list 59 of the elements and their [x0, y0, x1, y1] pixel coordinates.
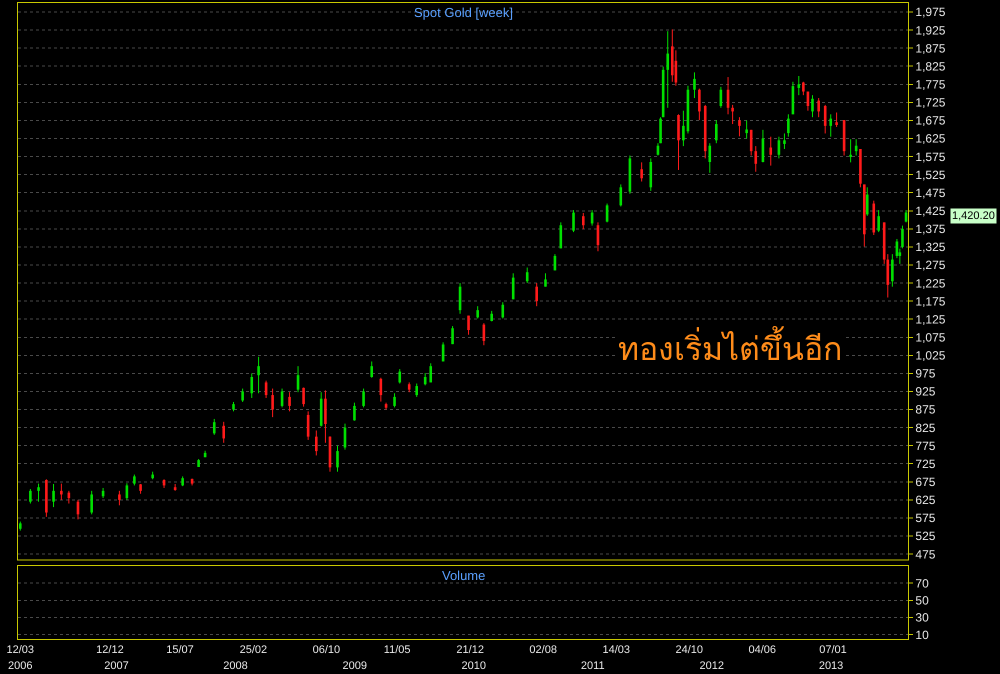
y-tick-label: 1,575 — [915, 150, 946, 164]
y-tick-label: 1,525 — [915, 168, 946, 182]
x2-tick-label: 2010 — [462, 660, 486, 672]
y-tick-label: 475 — [915, 547, 936, 562]
y-tick-label: 1,375 — [915, 222, 946, 236]
x-tick-label: 15/07 — [166, 644, 194, 656]
x-tick-label: 02/08 — [529, 644, 557, 656]
y-tick-label: 525 — [915, 529, 936, 544]
x2-tick-label: 2007 — [104, 660, 129, 672]
x2-tick-label: 2008 — [223, 660, 248, 672]
y-tick-label: 1,975 — [915, 5, 946, 20]
x-tick-label: 11/05 — [384, 644, 411, 656]
y-tick-label: 10 — [915, 628, 930, 642]
y-tick-label: 775 — [915, 438, 936, 453]
text: 1,420.20 — [952, 210, 995, 222]
y-tick-label: 1,825 — [915, 59, 946, 74]
y-tick-label: 925 — [915, 384, 936, 399]
x-tick-label: 25/02 — [240, 644, 268, 656]
y-tick-label: 825 — [915, 420, 936, 435]
y-tick-label: 1,475 — [915, 186, 946, 200]
y-tick-label: 1,175 — [915, 294, 946, 308]
x2-tick-label: 2009 — [342, 660, 368, 672]
chart-title: Spot Gold [week] — [414, 5, 513, 20]
y-tick-label: 1,425 — [915, 204, 946, 218]
y-tick-label: 70 — [915, 576, 930, 590]
x-tick-label: 04/06 — [748, 644, 776, 656]
y-tick-label: 1,225 — [915, 276, 946, 290]
x2-tick-label: 2006 — [8, 660, 33, 672]
x2-tick-label: 2011 — [580, 660, 605, 672]
annotation: ทองเริ่มไต่ขึ้นอีก — [618, 326, 842, 367]
y-tick-label: 1,675 — [915, 114, 946, 128]
y-tick-label: 725 — [915, 456, 936, 471]
y-tick-label: 1,325 — [915, 240, 946, 254]
y-tick-label: 1,875 — [915, 41, 946, 56]
x-tick-label: 12/03 — [6, 644, 34, 656]
x-tick-label: 12/12 — [96, 644, 124, 656]
y-tick-label: 1,925 — [915, 23, 946, 38]
y-tick-label: 1,625 — [915, 132, 946, 146]
y-tick-label: 1,725 — [915, 96, 946, 110]
y-tick-label: 875 — [915, 402, 936, 417]
y-tick-label: 1,075 — [915, 330, 946, 344]
y-tick-label: 1,775 — [915, 78, 946, 92]
y-tick-label: 1,275 — [915, 258, 946, 272]
x-tick-label: 14/03 — [602, 644, 630, 656]
y-tick-label: 50 — [915, 593, 930, 608]
x2-tick-label: 2012 — [700, 660, 724, 672]
y-tick-label: 575 — [915, 511, 936, 526]
x2-tick-label: 2013 — [818, 660, 844, 672]
x-tick-label: 21/12 — [456, 644, 484, 656]
x-tick-label: 24/10 — [675, 644, 704, 656]
y-tick-label: 1,125 — [915, 312, 946, 326]
y-tick-label: 30 — [915, 610, 930, 625]
y-tick-label: 625 — [915, 493, 936, 508]
chart-title: Volume — [442, 568, 486, 583]
x-tick-label: 06/10 — [312, 644, 340, 656]
x-tick-label: 07/01 — [819, 644, 847, 656]
y-tick-label: 1,025 — [915, 348, 946, 363]
y-tick-label: 675 — [915, 475, 936, 490]
y-tick-label: 975 — [915, 366, 936, 381]
